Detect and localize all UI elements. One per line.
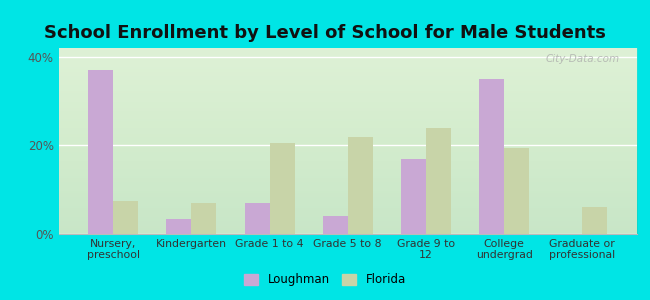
Bar	[113, 201, 138, 234]
Bar	[582, 207, 607, 234]
Bar	[401, 159, 426, 234]
Bar	[348, 136, 372, 234]
Bar	[479, 79, 504, 234]
Bar	[191, 203, 216, 234]
Legend: Loughman, Florida: Loughman, Florida	[240, 269, 410, 291]
Bar	[244, 203, 270, 234]
Bar	[270, 143, 294, 234]
Bar	[88, 70, 113, 234]
Bar	[504, 148, 529, 234]
Bar	[426, 128, 451, 234]
Text: City-Data.com: City-Data.com	[545, 54, 619, 64]
Bar	[323, 216, 348, 234]
Bar	[166, 218, 191, 234]
Text: School Enrollment by Level of School for Male Students: School Enrollment by Level of School for…	[44, 24, 606, 42]
